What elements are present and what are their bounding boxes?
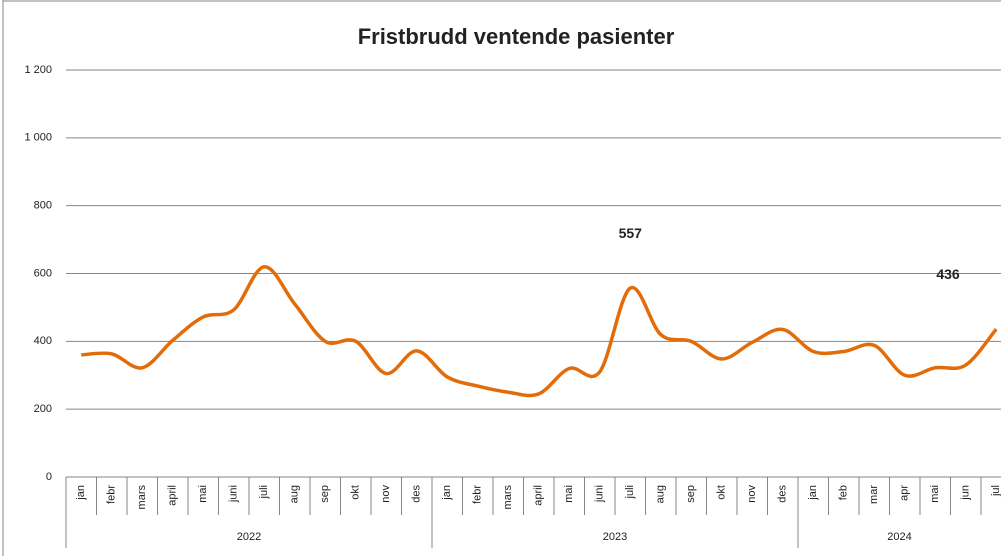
x-tick-label: april bbox=[167, 485, 179, 506]
x-tick-label: mar bbox=[868, 485, 880, 504]
x-tick-label: feb bbox=[838, 485, 850, 500]
line-series bbox=[81, 264, 998, 398]
x-tick-label: juli bbox=[624, 485, 636, 499]
chart-title: Fristbrudd ventende pasienter bbox=[358, 24, 675, 49]
x-tick-label: mai bbox=[929, 485, 941, 503]
x-tick-label: sep bbox=[319, 485, 331, 503]
y-tick-label: 1 200 bbox=[24, 64, 52, 76]
x-tick-label: aug bbox=[655, 485, 667, 503]
y-tick-label: 400 bbox=[34, 335, 52, 347]
group-label: 2023 bbox=[603, 531, 627, 543]
x-tick-label: des bbox=[411, 485, 423, 503]
y-tick-label: 800 bbox=[34, 200, 52, 212]
group-label: 2022 bbox=[237, 531, 261, 543]
x-tick-label: sep bbox=[685, 485, 697, 503]
x-tick-label: des bbox=[777, 485, 789, 503]
x-tick-label: jul bbox=[990, 485, 1001, 497]
x-tick-label: april bbox=[533, 485, 545, 506]
data-label: 557 bbox=[619, 225, 643, 241]
x-tick-label: okt bbox=[350, 485, 362, 500]
y-tick-label: 200 bbox=[34, 403, 52, 415]
group-label: 2024 bbox=[887, 531, 911, 543]
x-tick-label: mars bbox=[502, 485, 514, 510]
y-tick-label: 600 bbox=[34, 267, 52, 279]
x-tick-label: febr bbox=[472, 485, 484, 504]
x-tick-label: aug bbox=[289, 485, 301, 503]
y-tick-label: 0 bbox=[46, 471, 52, 483]
x-tick-label: nov bbox=[746, 485, 758, 503]
y-tick-label: 1 000 bbox=[24, 132, 52, 144]
x-tick-label: jan bbox=[441, 485, 453, 501]
x-tick-label: juni bbox=[594, 485, 606, 503]
data-label: 436 bbox=[936, 266, 960, 282]
x-tick-label: mai bbox=[563, 485, 575, 503]
x-tick-label: jan bbox=[75, 485, 87, 501]
x-tick-label: mars bbox=[136, 485, 148, 510]
x-tick-label: juli bbox=[258, 485, 270, 499]
x-tick-label: mai bbox=[197, 485, 209, 503]
x-tick-label: okt bbox=[716, 485, 728, 500]
x-tick-label: nov bbox=[380, 485, 392, 503]
x-tick-label: juni bbox=[228, 485, 240, 503]
x-tick-label: febr bbox=[106, 485, 118, 504]
x-tick-label: jan bbox=[807, 485, 819, 501]
x-tick-label: jun bbox=[960, 485, 972, 501]
x-tick-label: apr bbox=[899, 485, 911, 501]
